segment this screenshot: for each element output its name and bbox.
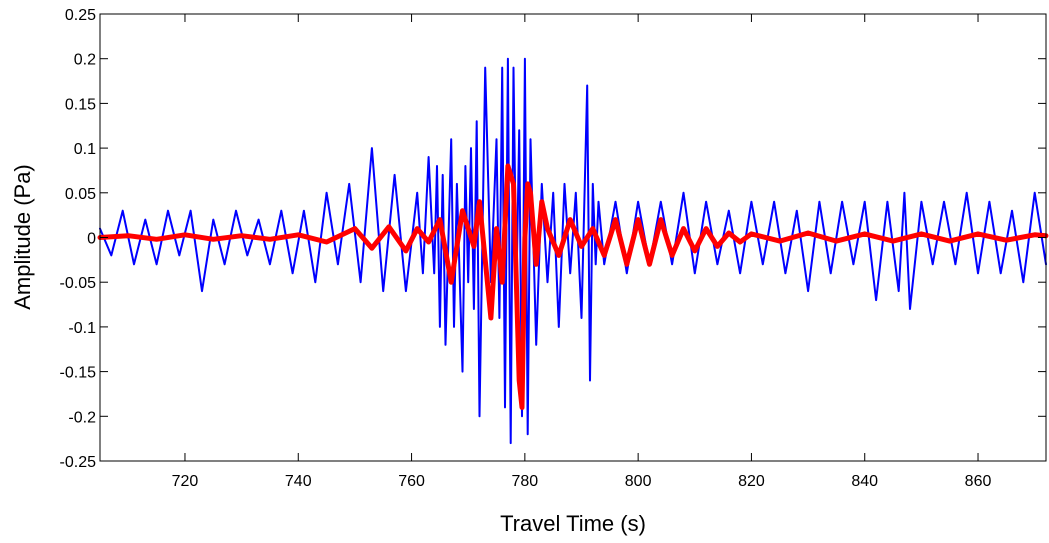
x-tick-label: 820 [738, 473, 765, 490]
y-axis: -0.25 -0.2 -0.15 -0.1 -0.05 0 0.05 0.1 0.15 0.2 0.… [60, 7, 1046, 471]
y-tick-label: 0.05 [65, 186, 96, 203]
y-tick-label: -0.25 [60, 454, 97, 471]
y-tick-label: -0.05 [60, 275, 97, 292]
x-tick-label: 760 [398, 473, 425, 490]
y-axis-title: Amplitude (Pa) [10, 164, 35, 310]
y-tick-label: 0.25 [65, 7, 96, 24]
x-tick-label: 780 [511, 473, 538, 490]
x-tick-label: 840 [851, 473, 878, 490]
x-tick-label: 740 [285, 473, 312, 490]
x-axis: 720 740 760 780 800 820 840 860 [172, 14, 992, 490]
x-axis-title: Travel Time (s) [500, 511, 646, 536]
x-tick-label: 720 [172, 473, 199, 490]
y-tick-label: -0.2 [68, 409, 96, 426]
series-line-2 [97, 163, 1049, 410]
y-tick-label: 0 [87, 231, 96, 248]
x-tick-label: 800 [625, 473, 652, 490]
y-tick-label: -0.1 [68, 320, 96, 337]
y-tick-label: 0.2 [74, 52, 96, 69]
y-tick-label: 0.1 [74, 141, 96, 158]
series-layer [97, 57, 1049, 445]
y-tick-label: -0.15 [60, 365, 97, 382]
y-tick-label: 0.15 [65, 96, 96, 113]
x-tick-label: 860 [965, 473, 992, 490]
